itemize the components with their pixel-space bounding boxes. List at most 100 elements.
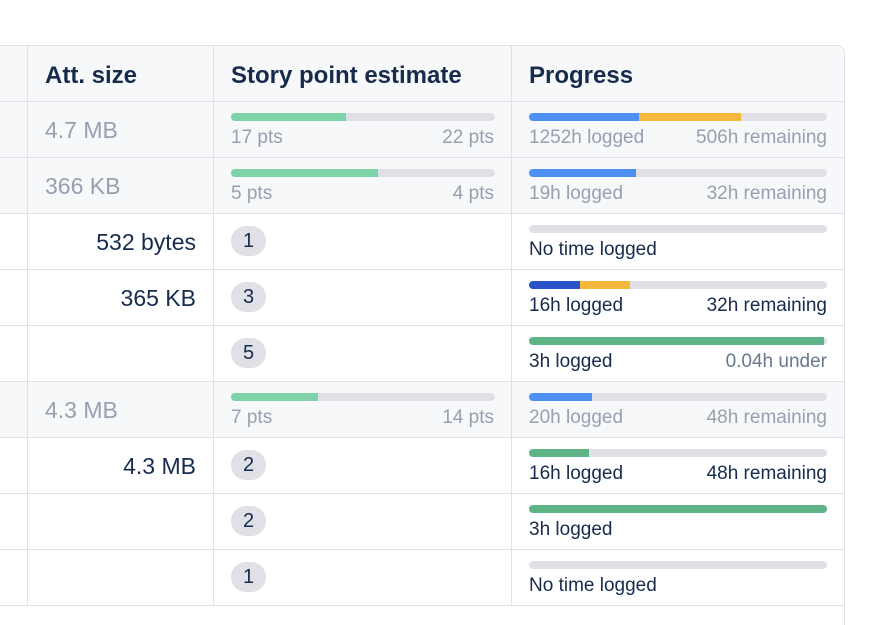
table-row[interactable]: 365 KB 3 16h logged 32h remaining xyxy=(0,270,844,326)
column-header-collapsed[interactable] xyxy=(0,46,28,101)
story-points-total: 4 pts xyxy=(452,183,494,204)
story-points-total: 22 pts xyxy=(442,127,494,148)
time-logged: 1252h logged xyxy=(529,127,645,148)
story-point-done-segment xyxy=(231,113,346,121)
att-size-cell: 365 KB xyxy=(28,270,214,325)
story-point-bar xyxy=(231,393,495,401)
table-header: Att. size Story point estimate Progress xyxy=(0,46,844,102)
att-size-value: 4.7 MB xyxy=(45,117,118,143)
progress-cell: 1252h logged 506h remaining xyxy=(512,102,844,157)
progress-bar xyxy=(529,169,827,177)
att-size-value: 4.3 MB xyxy=(123,453,196,479)
att-size-cell: 4.3 MB xyxy=(28,382,214,437)
time-logged: 3h logged xyxy=(529,519,613,540)
story-point-cell[interactable]: 2 xyxy=(214,494,512,549)
att-size-cell xyxy=(28,326,214,381)
table-row[interactable]: 1 No time logged xyxy=(0,550,844,606)
story-point-cell: 7 pts 14 pts xyxy=(214,382,512,437)
column-header-label: Story point estimate xyxy=(231,62,462,89)
story-points-done: 17 pts xyxy=(231,127,283,148)
table-row[interactable]: 4.3 MB 2 16h logged 48h remaining xyxy=(0,438,844,494)
story-point-cell[interactable]: 3 xyxy=(214,270,512,325)
time-remaining: 48h remaining xyxy=(706,463,827,484)
logged-segment xyxy=(529,169,637,177)
row-leading-cell xyxy=(0,214,28,269)
column-header-att-size[interactable]: Att. size xyxy=(28,46,214,101)
att-size-value: 4.3 MB xyxy=(45,397,118,423)
progress-cell: 19h logged 32h remaining xyxy=(512,158,844,213)
time-logged: No time logged xyxy=(529,575,657,596)
column-header-label: Att. size xyxy=(45,62,138,89)
story-point-badge[interactable]: 1 xyxy=(231,226,266,256)
table-row[interactable]: 366 KB 5 pts 4 pts 19h logged 32h remain… xyxy=(0,158,844,214)
time-logged: No time logged xyxy=(529,239,657,260)
row-leading-cell xyxy=(0,270,28,325)
story-points-total: 14 pts xyxy=(442,407,494,428)
time-remaining: 48h remaining xyxy=(706,407,827,428)
att-size-value: 532 bytes xyxy=(96,229,196,255)
row-leading-cell xyxy=(0,382,28,437)
att-size-cell: 4.3 MB xyxy=(28,438,214,493)
story-point-bar xyxy=(231,169,495,177)
progress-cell: 3h logged 0.04h under xyxy=(512,326,844,381)
progress-bar xyxy=(529,281,827,289)
remaining-segment xyxy=(579,281,631,289)
row-leading-cell xyxy=(0,326,28,381)
progress-bar xyxy=(529,505,827,513)
logged-segment xyxy=(529,505,827,513)
logged-segment xyxy=(529,449,589,457)
att-size-value: 365 KB xyxy=(120,285,196,311)
progress-bar xyxy=(529,393,827,401)
story-point-cell: 5 pts 4 pts xyxy=(214,158,512,213)
story-point-bar xyxy=(231,113,495,121)
story-point-cell[interactable]: 5 xyxy=(214,326,512,381)
time-logged: 19h logged xyxy=(529,183,624,204)
table-row[interactable]: 4.3 MB 7 pts 14 pts 20h logged 48h remai… xyxy=(0,382,844,438)
logged-segment xyxy=(529,337,825,345)
story-point-cell[interactable]: 1 xyxy=(214,550,512,605)
time-remaining: 506h remaining xyxy=(696,127,827,148)
progress-cell: 16h logged 32h remaining xyxy=(512,270,844,325)
story-points-done: 5 pts xyxy=(231,183,273,204)
time-remaining: 32h remaining xyxy=(706,183,827,204)
story-point-badge[interactable]: 2 xyxy=(231,506,266,536)
progress-cell: No time logged xyxy=(512,214,844,269)
story-point-cell[interactable]: 2 xyxy=(214,438,512,493)
row-leading-cell xyxy=(0,438,28,493)
att-size-cell xyxy=(28,550,214,605)
progress-cell: 20h logged 48h remaining xyxy=(512,382,844,437)
remaining-segment xyxy=(639,113,741,121)
att-size-value: 366 KB xyxy=(45,173,121,199)
row-leading-cell xyxy=(0,550,28,605)
table-row[interactable]: 532 bytes 1 No time logged xyxy=(0,214,844,270)
story-point-badge[interactable]: 1 xyxy=(231,562,266,592)
table-row[interactable]: 4.7 MB 17 pts 22 pts 1252h logged 506h r… xyxy=(0,102,844,158)
time-logged: 20h logged xyxy=(529,407,624,428)
story-point-done-segment xyxy=(231,393,319,401)
progress-bar xyxy=(529,561,827,569)
table-row[interactable]: 2 3h logged xyxy=(0,494,844,550)
time-remaining: 32h remaining xyxy=(706,295,827,316)
story-point-cell: 17 pts 22 pts xyxy=(214,102,512,157)
column-header-progress[interactable]: Progress xyxy=(512,46,844,101)
table-row[interactable]: 5 3h logged 0.04h under xyxy=(0,326,844,382)
logged-segment xyxy=(529,281,580,289)
story-points-done: 7 pts xyxy=(231,407,273,428)
progress-bar xyxy=(529,337,827,345)
story-point-badge[interactable]: 3 xyxy=(231,282,266,312)
logged-segment xyxy=(529,113,640,121)
story-point-badge[interactable]: 2 xyxy=(231,450,266,480)
column-header-label: Progress xyxy=(529,62,634,89)
story-point-badge[interactable]: 5 xyxy=(231,338,266,368)
story-point-done-segment xyxy=(231,169,378,177)
issue-table: Att. size Story point estimate Progress … xyxy=(0,45,845,625)
att-size-cell xyxy=(28,494,214,549)
row-leading-cell xyxy=(0,494,28,549)
att-size-cell: 4.7 MB xyxy=(28,102,214,157)
logged-segment xyxy=(529,393,592,401)
att-size-cell: 366 KB xyxy=(28,158,214,213)
time-logged: 16h logged xyxy=(529,463,624,484)
story-point-cell[interactable]: 1 xyxy=(214,214,512,269)
time-logged: 3h logged xyxy=(529,351,613,372)
column-header-story-points[interactable]: Story point estimate xyxy=(214,46,512,101)
